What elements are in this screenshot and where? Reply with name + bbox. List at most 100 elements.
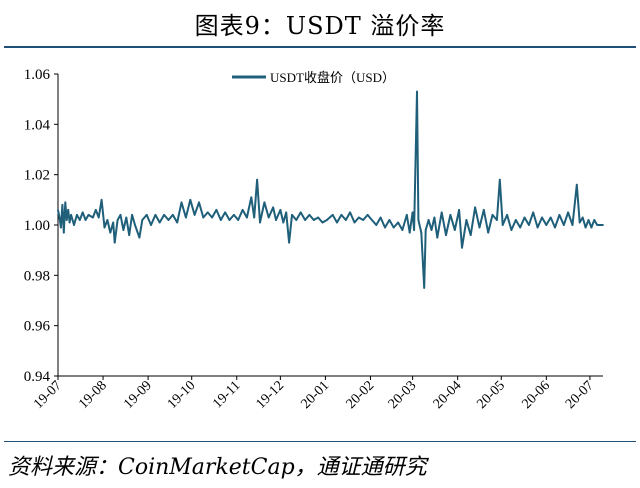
y-tick-label: 0.96 — [24, 319, 51, 335]
data-point — [263, 201, 266, 204]
data-point — [575, 183, 578, 186]
data-point — [202, 216, 205, 219]
data-point — [100, 198, 103, 201]
data-point — [304, 219, 306, 221]
data-point — [423, 287, 426, 289]
data-point — [256, 178, 258, 181]
data-point — [228, 219, 231, 221]
data-point — [353, 221, 356, 224]
x-tick-label: 19-10 — [165, 378, 199, 412]
data-point — [58, 216, 61, 219]
data-point — [514, 219, 517, 221]
x-tick-label: 20-01 — [299, 378, 333, 412]
data-point — [185, 216, 187, 219]
data-point — [523, 216, 526, 219]
data-point — [593, 219, 596, 221]
data-point — [57, 209, 59, 211]
data-point — [67, 209, 70, 211]
chart-legend: USDT收盘价（USD） — [232, 70, 395, 85]
data-point — [474, 206, 476, 209]
data-point — [371, 219, 373, 221]
data-point — [317, 216, 319, 219]
data-point — [366, 214, 369, 216]
data-point — [125, 216, 128, 219]
data-point — [138, 236, 141, 239]
data-point — [70, 214, 72, 216]
data-point — [449, 214, 452, 216]
data-point — [357, 216, 360, 219]
data-point — [602, 224, 604, 226]
chart-title: 图表9：USDT 溢价率 — [194, 12, 446, 40]
data-point — [510, 229, 513, 231]
data-point — [536, 226, 539, 229]
data-point — [496, 219, 498, 221]
source-note: 资料来源：CoinMarketCap，通证通研究 — [8, 455, 427, 480]
data-point — [134, 224, 136, 226]
data-point — [92, 216, 94, 219]
data-point — [430, 229, 433, 231]
data-point — [498, 178, 501, 181]
x-tick-label: 19-12 — [253, 378, 287, 412]
data-point — [362, 219, 365, 221]
x-tick-label: 20-04 — [431, 378, 465, 412]
data-point — [113, 241, 116, 244]
data-point — [141, 219, 144, 221]
data-point — [158, 221, 161, 224]
data-point — [189, 198, 192, 201]
data-point — [331, 214, 334, 216]
data-point — [84, 219, 87, 221]
data-point — [424, 229, 427, 231]
x-tick-label: 20-05 — [474, 378, 508, 412]
data-point — [215, 209, 218, 211]
data-point — [465, 219, 468, 221]
data-point — [62, 231, 65, 234]
data-point — [558, 214, 561, 216]
data-point — [453, 229, 456, 231]
data-point — [587, 219, 590, 221]
x-tick-label: 20-06 — [519, 378, 553, 412]
data-point — [405, 214, 408, 216]
y-tick-label: 1.02 — [24, 168, 50, 184]
data-point — [578, 221, 581, 224]
data-point — [427, 219, 430, 221]
data-point — [103, 226, 106, 229]
x-tick-label: 19-11 — [210, 378, 243, 411]
data-point — [599, 224, 601, 226]
data-point — [285, 211, 288, 214]
data-point — [78, 219, 81, 221]
data-point — [532, 211, 535, 214]
chart-series — [57, 90, 604, 289]
data-point — [119, 214, 122, 216]
data-point — [163, 214, 166, 216]
data-point — [411, 211, 414, 214]
data-point — [233, 214, 235, 216]
data-point — [60, 226, 62, 229]
data-point — [590, 226, 593, 229]
data-point — [154, 214, 157, 216]
data-point — [458, 209, 460, 211]
data-point — [312, 219, 315, 221]
data-point — [408, 231, 411, 234]
data-point — [571, 224, 574, 226]
data-point — [554, 226, 556, 229]
data-point — [237, 219, 240, 221]
data-point — [596, 224, 599, 226]
data-point — [106, 219, 109, 221]
data-point — [109, 231, 112, 234]
data-point — [562, 224, 565, 226]
data-point — [584, 226, 587, 229]
data-point — [131, 214, 134, 216]
data-point — [541, 216, 543, 219]
data-point — [528, 224, 530, 226]
data-point — [167, 219, 170, 221]
data-point — [61, 204, 64, 206]
data-point — [413, 229, 415, 231]
data-point — [128, 234, 131, 237]
data-point — [379, 216, 382, 219]
data-point — [326, 219, 328, 221]
source-divider — [4, 441, 636, 442]
data-point — [519, 226, 522, 229]
data-point — [291, 214, 293, 216]
data-point — [241, 209, 244, 211]
